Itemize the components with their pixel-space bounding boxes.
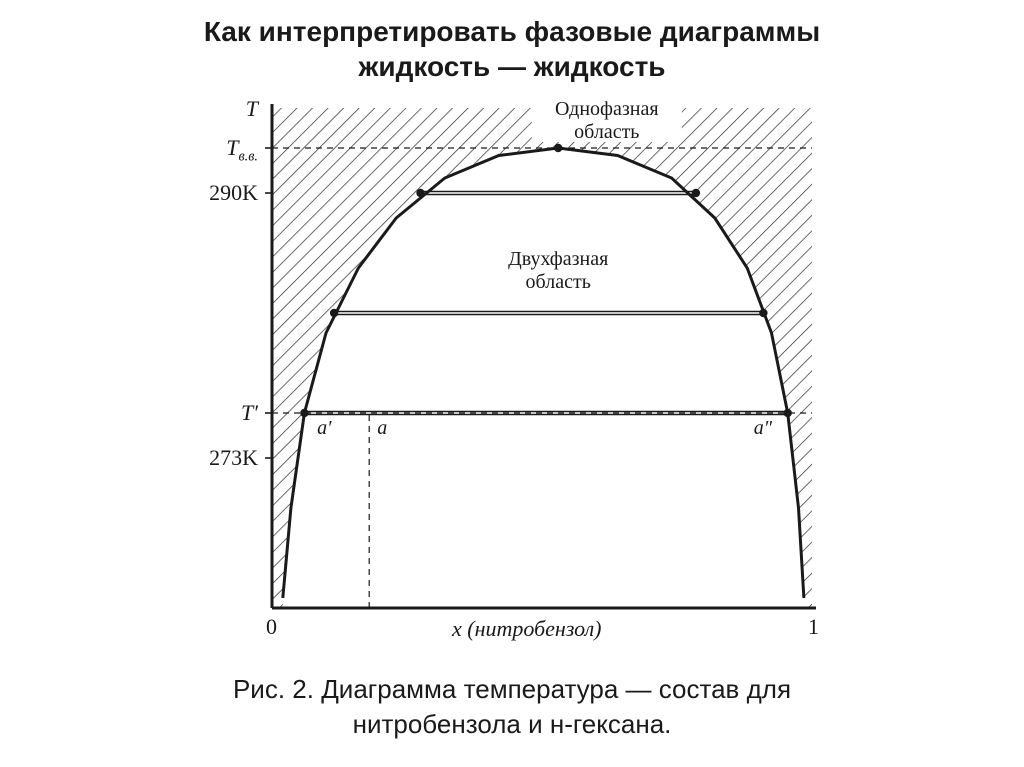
title-line-2: жидкость — жидкость bbox=[0, 49, 1024, 84]
region-label-line: область bbox=[478, 271, 638, 294]
figure-caption: Рис. 2. Диаграмма температура — состав д… bbox=[0, 672, 1024, 742]
region-label-line: Однофазная bbox=[527, 98, 687, 121]
diagram-svg bbox=[182, 98, 842, 658]
caption-line-2: нитробензола и н-гексана. bbox=[0, 707, 1024, 742]
phase-diagram: T Tв.в. 290K T′ 273K 0 1 x (нитробензол)… bbox=[182, 98, 842, 658]
x-tick-label: 0 bbox=[266, 614, 277, 640]
region-label-line: область bbox=[527, 121, 687, 144]
one-phase-region-label: Однофазная область bbox=[527, 98, 687, 144]
y-tick-label: Tв.в. bbox=[188, 135, 258, 165]
y-tick-label: T′ bbox=[188, 400, 258, 426]
x-tick-label: 1 bbox=[808, 614, 819, 640]
y-axis-symbol: T bbox=[188, 96, 258, 122]
title-line-1: Как интерпретировать фазовые диаграммы bbox=[0, 14, 1024, 49]
point-label: a′ bbox=[317, 417, 331, 440]
region-label-line: Двухфазная bbox=[478, 248, 638, 271]
y-tick-label: 290K bbox=[188, 180, 258, 206]
x-axis-label: x (нитробензол) bbox=[452, 616, 602, 642]
page-title: Как интерпретировать фазовые диаграммы ж… bbox=[0, 14, 1024, 84]
y-tick-label: 273K bbox=[188, 445, 258, 471]
caption-line-1: Рис. 2. Диаграмма температура — состав д… bbox=[0, 672, 1024, 707]
point-label: a bbox=[377, 417, 387, 440]
two-phase-region-label: Двухфазная область bbox=[478, 248, 638, 294]
point-label: a″ bbox=[754, 417, 772, 440]
